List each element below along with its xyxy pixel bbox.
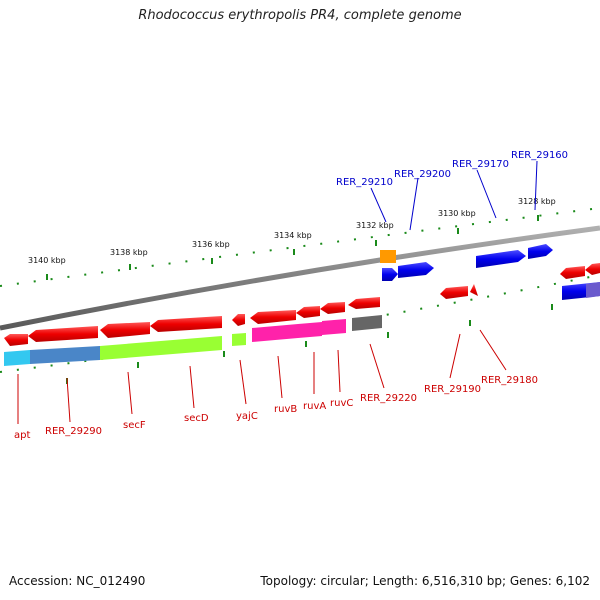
bottom-leaders <box>17 329 507 424</box>
feature-band <box>4 315 382 366</box>
gene-ruvb <box>250 310 296 324</box>
gene-label-secd: secD <box>184 413 209 424</box>
gene-label-rer29170: RER_29170 <box>452 159 509 170</box>
scale-label: 3130 kbp <box>438 209 476 218</box>
topology-summary: Topology: circular; Length: 6,516,310 bp… <box>260 574 590 588</box>
scale-label: 3128 kbp <box>518 197 556 206</box>
gene-secd <box>150 316 222 332</box>
gene-rer29170 <box>476 250 526 268</box>
gene-rer29220 <box>348 297 380 309</box>
reverse-genes[interactable] <box>4 263 600 346</box>
gene-red-right-2 <box>585 263 600 275</box>
gene-rer29160 <box>528 244 553 259</box>
gene-rer29210-blue <box>382 268 398 281</box>
gene-rer29180 <box>470 284 478 296</box>
gene-label-rer29200: RER_29200 <box>394 169 451 180</box>
gene-rer29190 <box>440 286 468 299</box>
gene-label-ruvc: ruvC <box>330 398 353 409</box>
gene-label-ruvb: ruvB <box>274 404 297 415</box>
scale-label: 3132 kbp <box>356 221 394 230</box>
gene-rer29200 <box>398 262 434 278</box>
scale-label: 3138 kbp <box>110 248 148 257</box>
gene-rer29210 <box>380 250 396 263</box>
gene-rer29290 <box>28 326 98 342</box>
gene-label-rer29220: RER_29220 <box>360 393 417 404</box>
scale-label: 3134 kbp <box>274 231 312 240</box>
gene-secf <box>100 322 150 338</box>
gene-label-rer29190: RER_29190 <box>424 384 481 395</box>
gene-label-apt: apt <box>14 430 30 441</box>
scale-label: 3140 kbp <box>28 256 66 265</box>
gene-red-right-1 <box>560 266 585 279</box>
gene-label-ruva: ruvA <box>303 401 326 412</box>
gene-apt <box>4 334 28 346</box>
accession-text: Accession: NC_012490 <box>9 574 146 588</box>
genome-backbone <box>0 225 600 331</box>
gene-label-secf: secF <box>123 420 146 431</box>
gene-ruva <box>296 306 320 318</box>
gene-label-rer29210: RER_29210 <box>336 177 393 188</box>
scale-label: 3136 kbp <box>192 240 230 249</box>
gene-ruvc <box>320 302 345 314</box>
gene-label-rer29180: RER_29180 <box>481 375 538 386</box>
gene-yajc <box>232 314 245 326</box>
major-ticks <box>46 215 553 384</box>
gene-label-rer29160: RER_29160 <box>511 150 568 161</box>
map-title: Rhodococcus erythropolis PR4, complete g… <box>138 8 462 23</box>
gene-label-rer29290: RER_29290 <box>45 426 102 437</box>
gene-label-yajc: yajC <box>236 411 258 422</box>
top-leaders <box>370 160 538 231</box>
forward-genes[interactable] <box>380 244 600 300</box>
